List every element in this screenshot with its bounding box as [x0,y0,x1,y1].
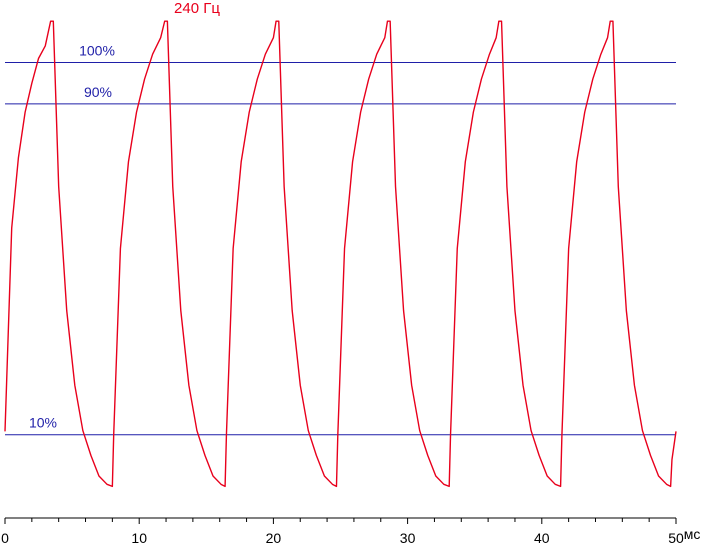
x-tick-label-40: 40 [534,530,550,545]
reference-line-label-10: 10% [29,415,57,431]
x-tick-label-10: 10 [131,530,147,545]
series-layer [4,20,677,488]
x-tick-label-30: 30 [400,530,416,545]
reference-line-label-100: 100% [79,42,115,58]
x-tick-label-0: 0 [1,530,9,545]
x-tick-label-20: 20 [266,530,282,545]
reference-lines: 100% 90% 10% [5,42,676,436]
series-line-0 [4,20,677,488]
x-axis: 0 10 20 30 40 50 [1,517,684,545]
reference-line-label-90: 90% [84,84,112,100]
x-axis-unit-label: мс [684,526,701,542]
x-tick-label-50: 50 [668,530,684,545]
chart-title: 240 Гц [174,0,220,17]
